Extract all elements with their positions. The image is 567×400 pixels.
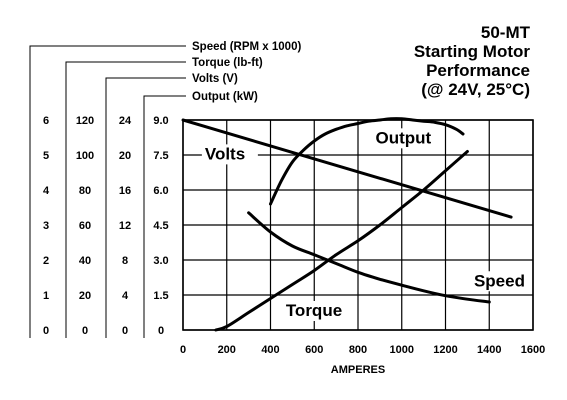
y-tick-label: 7.5: [153, 150, 168, 162]
x-axis-label: AMPERES: [331, 364, 385, 376]
y-tick-label: 8: [122, 255, 128, 267]
y-tick-label: 20: [79, 290, 91, 302]
y-tick-label: 40: [79, 255, 91, 267]
y-tick-label: 5: [43, 150, 49, 162]
axis-legend-label: Output (kW): [192, 91, 258, 103]
axis-legend-bracket: [143, 95, 186, 338]
y-tick-label: 0: [158, 325, 164, 337]
series-label-torque: Torque: [286, 301, 342, 320]
axis-legend-label: Speed (RPM x 1000): [192, 41, 301, 53]
y-tick-label: 24: [119, 115, 132, 127]
title-line: (@ 24V, 25°C): [421, 80, 530, 99]
y-tick-label: 4: [122, 290, 129, 302]
y-tick-label: 1: [43, 290, 49, 302]
x-tick-label: 0: [180, 344, 186, 356]
chart-title: 50-MT Starting Motor Performance (@ 24V,…: [414, 23, 531, 99]
y-tick-label: 120: [76, 115, 94, 127]
title-line: Starting Motor: [414, 42, 531, 61]
series-line-output: [269, 117, 465, 206]
series-line-volts: [181, 118, 513, 219]
y-tick-label: 0: [43, 325, 49, 337]
y-tick-label: 1.5: [153, 290, 168, 302]
axis-legend-label: Volts (V): [192, 73, 238, 85]
x-axis-ticks: 0 200 400 600 800 1000 1200 1400 1600: [180, 344, 545, 356]
axis-legend: Speed (RPM x 1000) Torque (lb-ft) Volts (V…: [29, 41, 301, 338]
x-tick-label: 1200: [433, 344, 457, 356]
series-line-torque: [214, 150, 469, 332]
y-tick-label: 3: [43, 220, 49, 232]
y-tick-label: 2: [43, 255, 49, 267]
axis-legend-bracket: [65, 61, 186, 338]
grid: [182, 119, 534, 331]
y-tick-label: 20: [119, 150, 131, 162]
x-tick-label: 600: [305, 344, 323, 356]
y-tick-label: 16: [119, 185, 131, 197]
x-tick-label: 1000: [390, 344, 414, 356]
x-tick-label: 800: [349, 344, 367, 356]
y-tick-label: 100: [76, 150, 94, 162]
series: Volts Output Torque Speed: [181, 117, 527, 332]
y-tick-label: 12: [119, 220, 131, 232]
y-tick-label: 4.5: [153, 220, 168, 232]
x-tick-label: 1600: [521, 344, 545, 356]
title-line: 50-MT: [481, 23, 531, 42]
axis-legend-bracket: [29, 45, 186, 338]
series-label-bg: [372, 128, 439, 149]
x-tick-label: 200: [218, 344, 236, 356]
y-tick-label: 60: [79, 220, 91, 232]
plot-frame: [182, 119, 534, 331]
x-tick-label: 1400: [477, 344, 501, 356]
y-tick-label: 6.0: [153, 185, 168, 197]
series-line-speed: [247, 211, 491, 304]
series-label-speed: Speed: [474, 271, 525, 290]
y-tick-label: 80: [79, 185, 91, 197]
y-tick-label: 6: [43, 115, 49, 127]
y-tick-label: 3.0: [153, 255, 168, 267]
series-label-bg: [282, 301, 349, 321]
series-label-bg: [201, 144, 258, 165]
series-label-bg: [470, 271, 527, 292]
left-axis-ticks: 01234560204060801001200481216202401.53.0…: [43, 115, 169, 337]
title-line: Performance: [426, 61, 530, 80]
x-tick-label: 400: [261, 344, 279, 356]
y-tick-label: 9.0: [153, 115, 168, 127]
series-label-output: Output: [376, 128, 432, 147]
series-label-volts: Volts: [205, 144, 245, 163]
axis-legend-label: Torque (lb-ft): [192, 57, 263, 69]
axis-legend-bracket: [105, 77, 186, 338]
y-tick-label: 4: [43, 185, 50, 197]
y-tick-label: 0: [82, 325, 88, 337]
y-tick-label: 0: [122, 325, 128, 337]
